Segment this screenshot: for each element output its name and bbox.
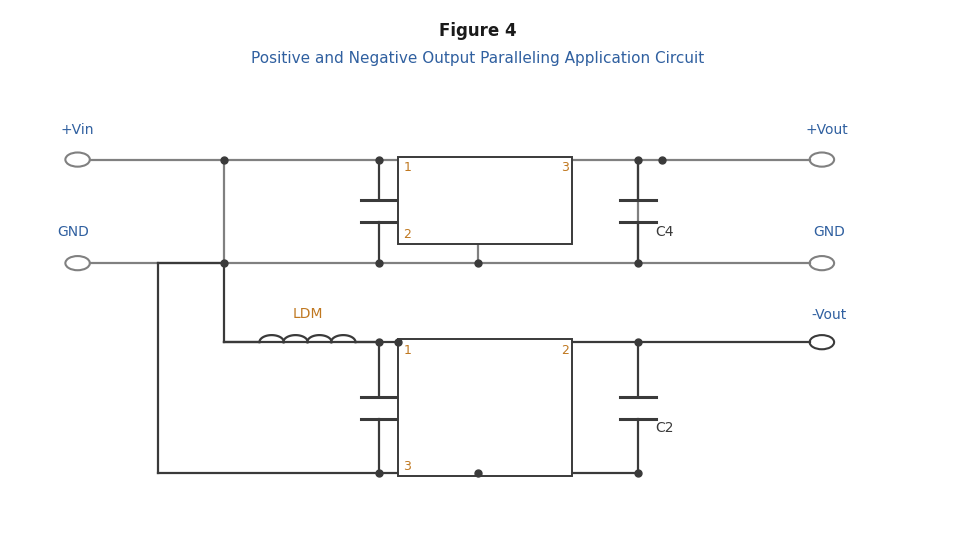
- Text: 3: 3: [403, 460, 411, 473]
- Text: C4: C4: [655, 225, 674, 239]
- Text: 2: 2: [561, 344, 570, 357]
- Text: GND: GND: [814, 225, 845, 239]
- Text: 3: 3: [561, 161, 570, 174]
- Text: +Vout: +Vout: [805, 122, 848, 136]
- Text: C1: C1: [396, 421, 415, 435]
- Bar: [398, 339, 573, 476]
- Text: +Vin: +Vin: [61, 122, 95, 136]
- Text: 1: 1: [403, 161, 411, 174]
- Text: C3: C3: [396, 225, 415, 239]
- Text: 1: 1: [403, 344, 411, 357]
- Text: C2: C2: [655, 421, 674, 435]
- Text: GND: GND: [57, 225, 89, 239]
- Text: 2: 2: [403, 228, 411, 241]
- Text: -Vout: -Vout: [812, 308, 847, 322]
- Text: Figure 4: Figure 4: [439, 22, 517, 40]
- Bar: [398, 157, 573, 244]
- Text: LDM: LDM: [293, 307, 323, 321]
- Text: Positive and Negative Output Paralleling Application Circuit: Positive and Negative Output Paralleling…: [251, 51, 705, 66]
